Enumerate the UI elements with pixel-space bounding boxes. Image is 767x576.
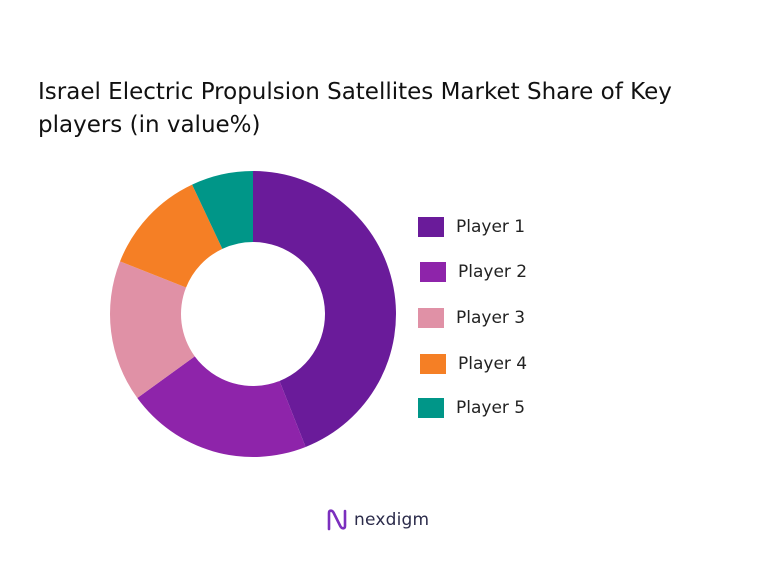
legend-swatch bbox=[420, 262, 446, 282]
legend-item-player-1: Player 1 bbox=[418, 215, 525, 239]
legend-item-player-3: Player 3 bbox=[418, 306, 525, 330]
legend-item-player-2: Player 2 bbox=[420, 260, 527, 284]
legend-swatch bbox=[418, 308, 444, 328]
legend-label: Player 3 bbox=[456, 308, 526, 328]
donut-slice-5 bbox=[192, 171, 253, 249]
donut-slice-4 bbox=[120, 184, 223, 288]
legend-label: Player 5 bbox=[456, 398, 526, 418]
legend-label: Player 1 bbox=[456, 217, 526, 237]
donut-chart bbox=[110, 171, 397, 458]
chart-title: Israel Electric Propulsion Satellites Ma… bbox=[38, 79, 672, 138]
legend-swatch bbox=[420, 354, 446, 374]
nexdigm-logo-icon bbox=[327, 509, 347, 531]
donut-slice-1 bbox=[253, 171, 397, 447]
legend-label: Player 4 bbox=[458, 354, 528, 374]
brand-name: nexdigm bbox=[354, 510, 430, 530]
donut-slice-2 bbox=[137, 356, 306, 458]
legend-item-player-4: Player 4 bbox=[420, 352, 527, 376]
legend-swatch bbox=[418, 398, 444, 418]
legend-swatch bbox=[418, 217, 444, 237]
donut-slice-3 bbox=[110, 261, 195, 399]
brand-footer: nexdigm bbox=[326, 505, 429, 535]
legend-label: Player 2 bbox=[458, 262, 528, 282]
legend-item-player-5: Player 5 bbox=[418, 396, 525, 420]
